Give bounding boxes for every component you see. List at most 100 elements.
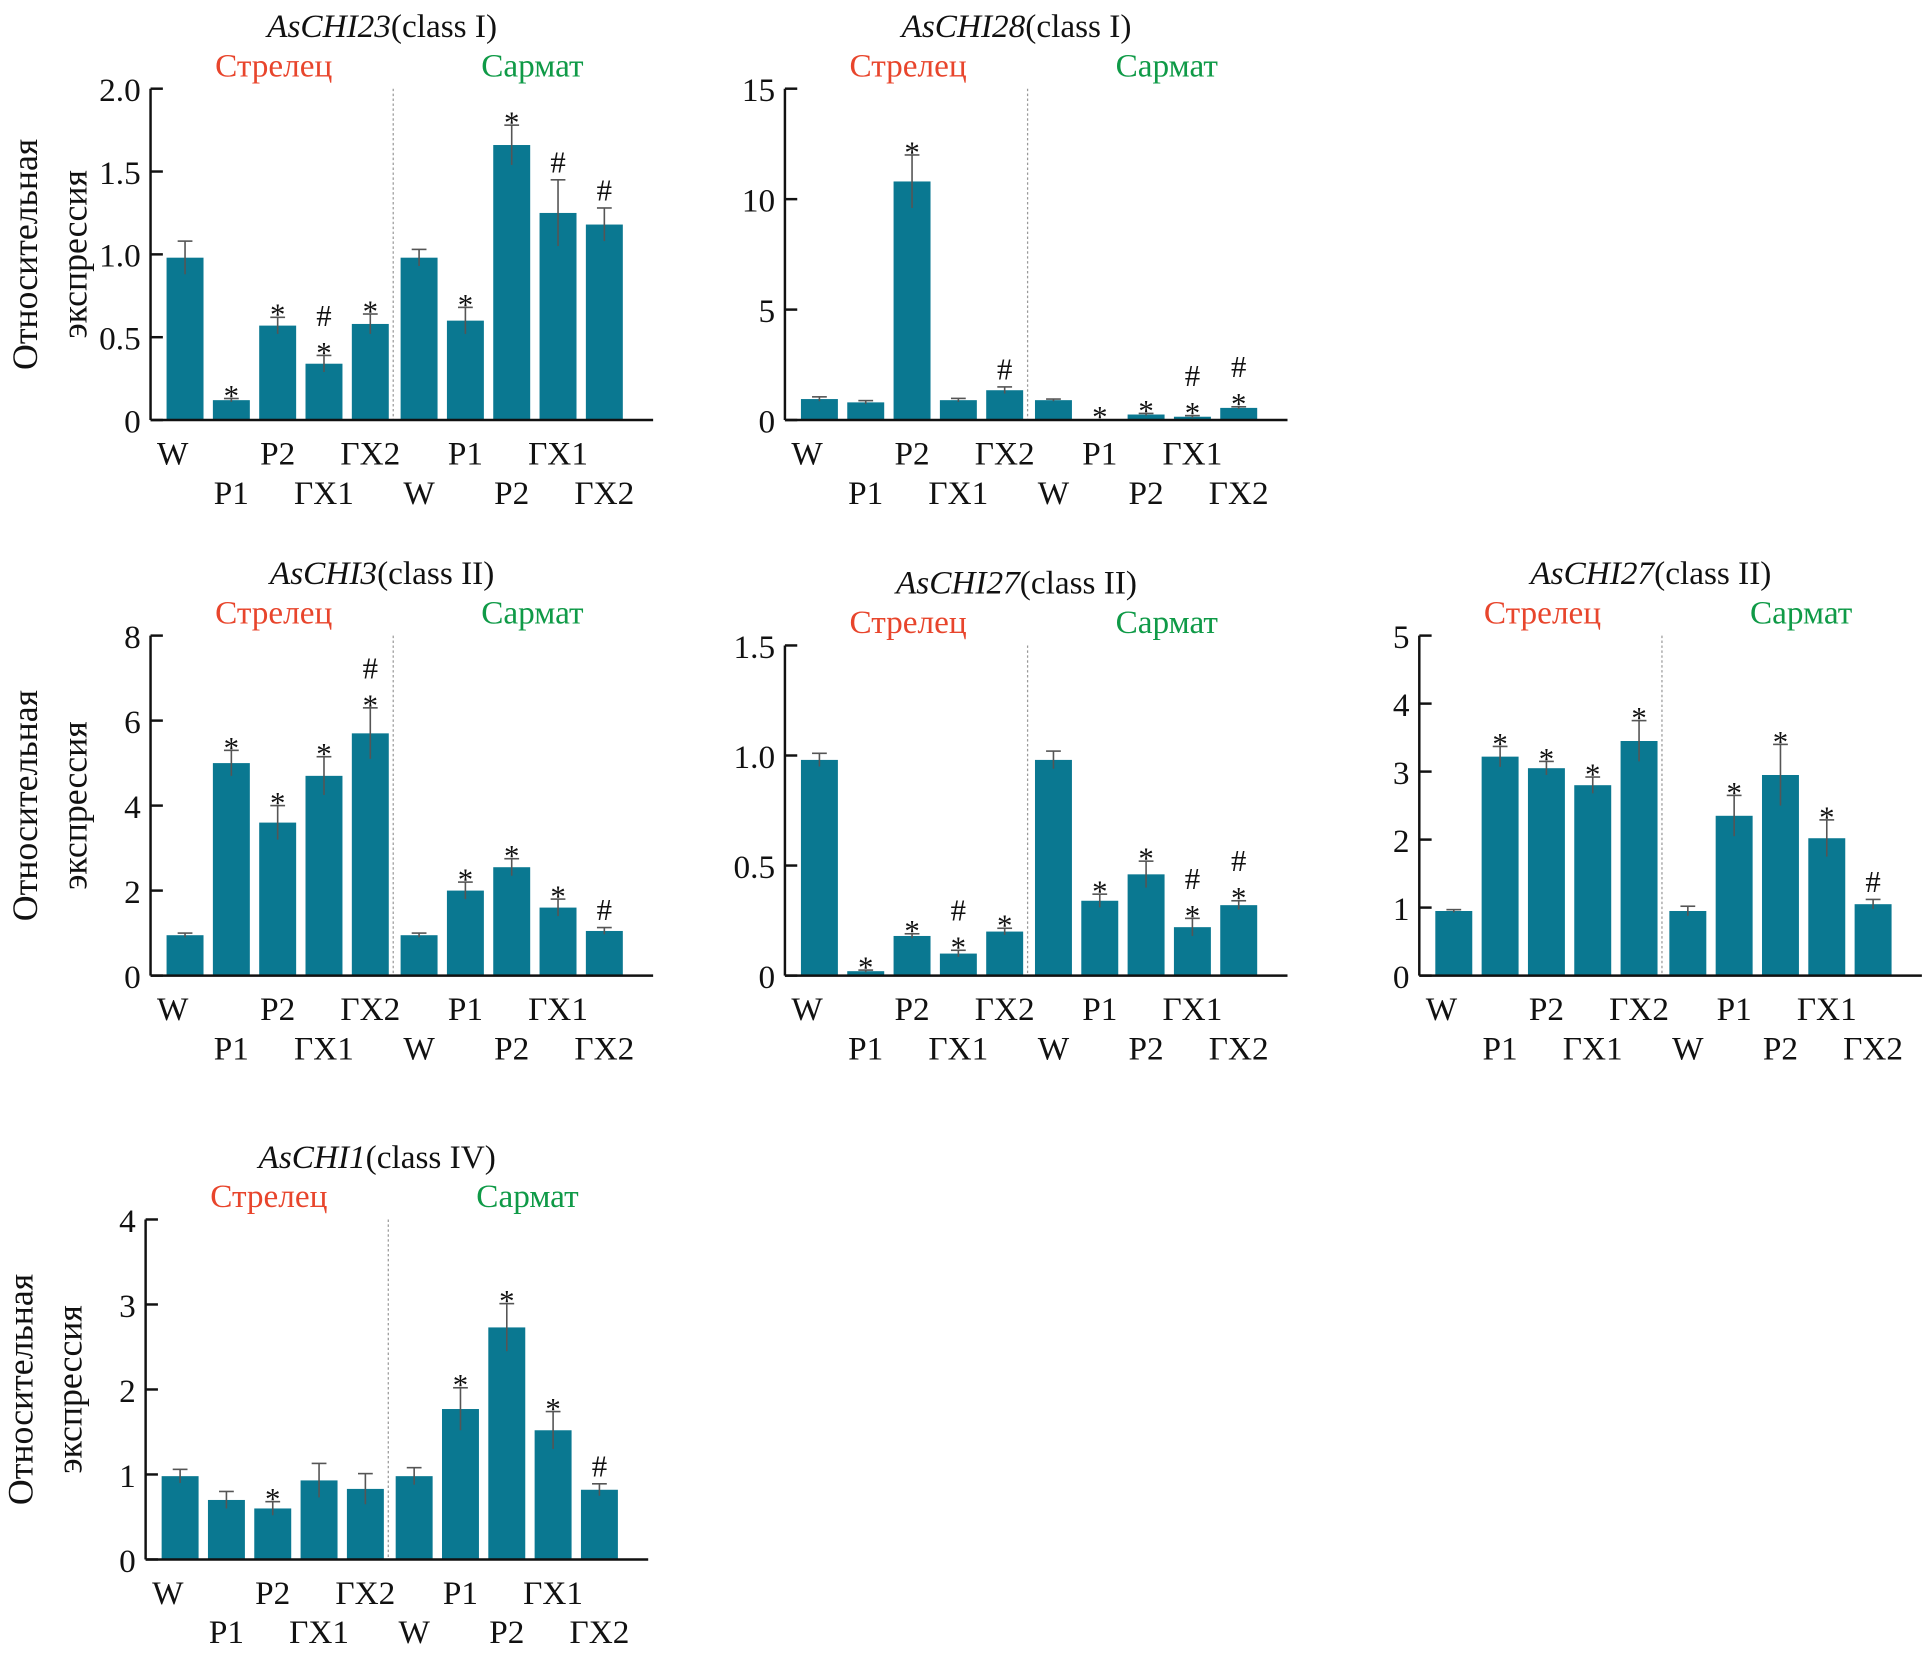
x-tick-label: ГХ2 — [1609, 991, 1669, 1028]
chart-title-class: (class II) — [1020, 565, 1137, 602]
chart-title-class: (class II) — [1654, 555, 1771, 592]
x-tick-label: P2 — [494, 475, 529, 512]
x-tick-label: P1 — [209, 1614, 244, 1651]
significance-hash: # — [1185, 359, 1200, 393]
group-label-sarmat: Сармат — [481, 47, 584, 84]
significance-asterisk: * — [997, 909, 1012, 943]
bar — [166, 935, 204, 976]
significance-hash: # — [997, 353, 1012, 387]
bar — [585, 224, 623, 421]
bar — [539, 212, 577, 421]
bar — [986, 931, 1024, 976]
significance-asterisk: * — [1185, 396, 1200, 430]
group-label-strelets: Стрелец — [850, 47, 967, 84]
bar — [1761, 774, 1799, 976]
significance-asterisk: * — [858, 950, 873, 984]
chart-title-class: (class II) — [377, 555, 494, 592]
y-axis-label-line2: экспрессия — [50, 1305, 90, 1474]
x-tick-label: P1 — [1717, 991, 1752, 1028]
y-tick-label: 5 — [758, 293, 775, 330]
significance-asterisk: * — [1092, 875, 1107, 909]
x-tick-label: P2 — [1129, 1030, 1164, 1067]
y-tick-label: 5 — [1393, 619, 1410, 656]
bar — [1620, 741, 1658, 976]
bar — [488, 1327, 526, 1560]
chart-title: AsCHI28(class I) — [900, 8, 1132, 45]
significance-hash: # — [316, 299, 331, 333]
x-tick-label: P2 — [894, 991, 929, 1028]
y-axis-label-line2: экспрессия — [54, 170, 94, 339]
x-tick-label: P2 — [1529, 991, 1564, 1028]
group-label-sarmat: Сармат — [476, 1178, 579, 1215]
chart-panel: AsCHI27(class II)Стрелец СарматW*P1*P2*ГХ… — [1393, 555, 1922, 1067]
significance-asterisk: * — [550, 879, 565, 913]
bar — [847, 402, 885, 421]
bar — [1081, 900, 1119, 976]
significance-hash: # — [597, 174, 612, 208]
bar — [259, 822, 297, 976]
significance-asterisk: * — [270, 298, 285, 332]
bar — [395, 1476, 433, 1560]
group-label-strelets: Стрелец — [850, 604, 967, 641]
x-tick-label: W — [1038, 475, 1070, 512]
bar — [1220, 905, 1258, 976]
chart-title-gene: AsCHI27 — [894, 565, 1021, 602]
chart-panel: AsCHI1(class IV)Стрелец СарматWP1*P2ГХ1ГХ… — [0, 1139, 649, 1651]
significance-asterisk: * — [316, 737, 331, 771]
x-tick-label: P1 — [448, 435, 483, 472]
significance-asterisk: * — [224, 379, 239, 413]
significance-asterisk: * — [1231, 387, 1246, 421]
significance-asterisk: * — [1539, 742, 1554, 776]
significance-asterisk: * — [458, 288, 473, 322]
significance-asterisk: * — [1185, 899, 1200, 933]
chart-title-class: (class IV) — [366, 1139, 496, 1176]
x-tick-label: W — [157, 991, 189, 1028]
chart-title-gene: AsCHI3 — [268, 555, 377, 592]
chart-title: AsCHI1(class IV) — [257, 1139, 496, 1176]
x-tick-label: ГХ2 — [340, 991, 400, 1028]
bar — [1669, 910, 1707, 976]
significance-asterisk: * — [1773, 725, 1788, 759]
x-tick-label: P1 — [1483, 1030, 1518, 1067]
bar — [939, 953, 977, 976]
y-tick-label: 4 — [124, 789, 141, 826]
x-tick-label: ГХ1 — [1563, 1030, 1623, 1067]
x-tick-label: ГХ1 — [289, 1614, 349, 1651]
significance-asterisk: * — [1138, 394, 1153, 428]
y-tick-label: 0 — [758, 403, 775, 440]
y-tick-label: 3 — [119, 1288, 136, 1325]
bar — [1220, 407, 1258, 421]
significance-hash: # — [597, 893, 612, 927]
x-tick-label: P2 — [1763, 1030, 1798, 1067]
y-tick-label: 0.5 — [99, 321, 141, 358]
x-tick-label: W — [1038, 1030, 1070, 1067]
significance-asterisk: * — [1631, 701, 1646, 735]
bar — [351, 323, 389, 421]
bar — [893, 181, 931, 421]
y-tick-label: 2 — [124, 874, 141, 911]
x-tick-label: P2 — [255, 1575, 290, 1612]
bar — [1435, 910, 1473, 976]
bar — [441, 1409, 479, 1560]
x-tick-label: P2 — [260, 991, 295, 1028]
significance-hash: # — [592, 1449, 607, 1483]
significance-asterisk: * — [904, 135, 919, 169]
x-tick-label: W — [791, 435, 823, 472]
x-tick-label: P1 — [448, 991, 483, 1028]
y-tick-label: 6 — [124, 704, 141, 741]
significance-asterisk: * — [1231, 881, 1246, 915]
x-tick-label: P2 — [1129, 475, 1164, 512]
bar — [400, 257, 438, 421]
y-tick-label: 0.5 — [734, 849, 776, 886]
y-tick-label: 0 — [119, 1543, 136, 1580]
significance-hash: # — [1185, 862, 1200, 896]
bar — [1127, 414, 1165, 421]
chart-title-class: (class I) — [391, 8, 497, 45]
chart-title: AsCHI27(class II) — [894, 565, 1137, 602]
bar — [166, 257, 204, 421]
x-tick-label: ГХ1 — [1162, 991, 1222, 1028]
chart-title-gene: AsCHI1 — [257, 1139, 366, 1176]
significance-asterisk: * — [363, 294, 378, 328]
chart-panel: AsCHI27(class II)Стрелец СарматW*P1*P2*#Г… — [734, 565, 1288, 1067]
x-tick-label: ГХ2 — [975, 435, 1035, 472]
